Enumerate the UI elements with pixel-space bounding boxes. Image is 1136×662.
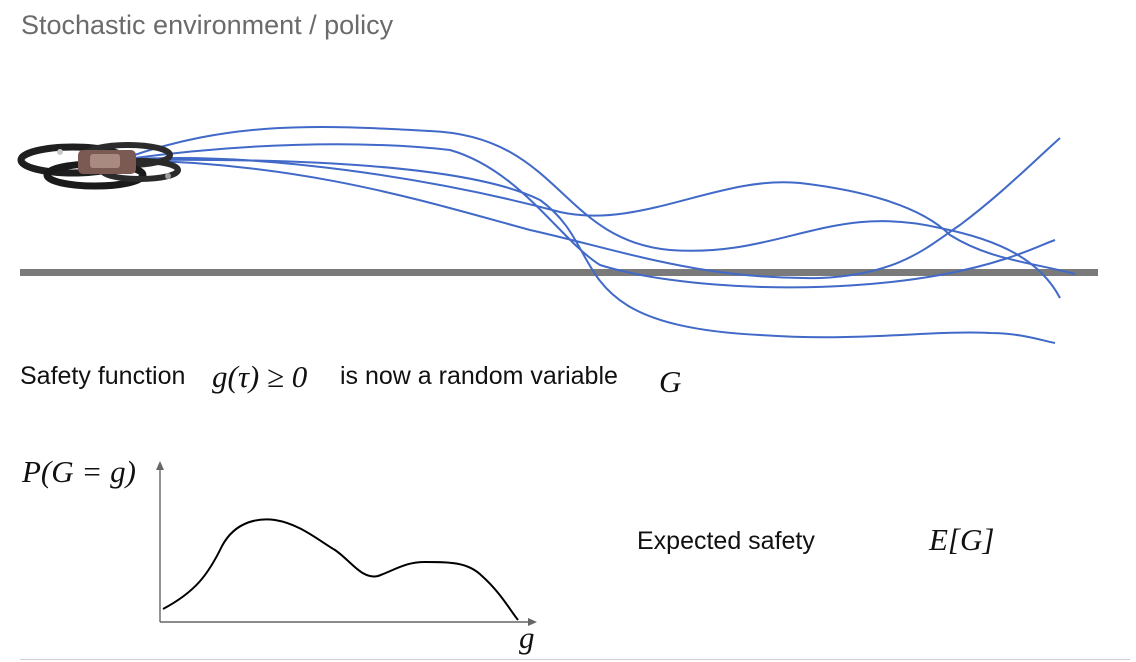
x-axis-label: g [519,620,535,655]
trajectory-1 [119,125,1061,299]
trajectory-3 [119,158,1056,344]
random-variable-math: G [659,364,682,399]
y-axis-label: P(G = g) [22,454,136,489]
bottom-divider [20,659,1130,660]
quadcopter-drone-icon [17,142,181,190]
expectation-math: E[G] [929,522,995,557]
x-axis-arrow [528,618,537,626]
trajectory-2 [119,143,1056,289]
trajectory-4 [119,157,1076,275]
distribution-curve [162,518,519,621]
safety-middle: is now a random variable [340,362,618,390]
safety-function-math: g(τ) ≥ 0 [212,359,308,394]
slide-title: Stochastic environment / policy [21,10,394,40]
y-axis-arrow [156,461,164,470]
expected-safety-label: Expected safety [637,527,815,555]
trajectory-bundle [119,125,1076,344]
trajectory-5 [119,137,1061,280]
ground-line [20,269,1098,276]
safety-prefix: Safety function [20,362,186,390]
safety-sentence: Safety function [20,362,185,391]
distribution-axes [159,463,535,623]
